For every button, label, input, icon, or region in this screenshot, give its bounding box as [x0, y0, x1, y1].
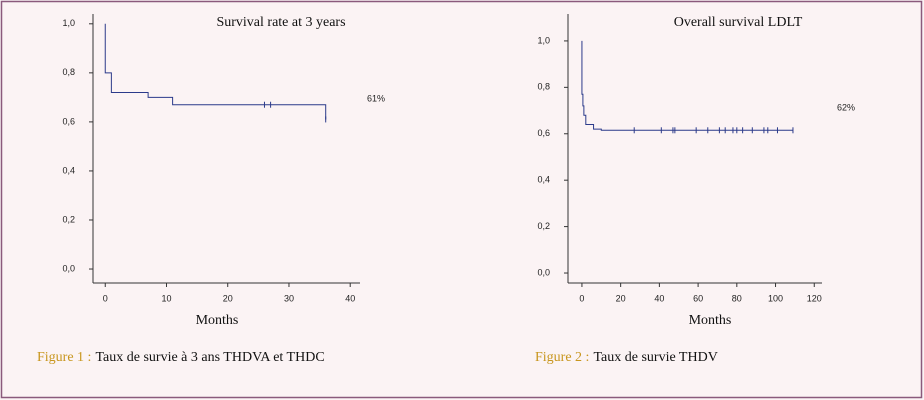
x-tick-label: 0: [103, 293, 108, 303]
x-tick-label: 100: [768, 293, 783, 303]
x-tick-label: 60: [693, 293, 703, 303]
survival-curve: [581, 40, 793, 131]
survival-curve: [104, 23, 327, 120]
y-tick-label: 0,4: [62, 165, 75, 175]
chart-title: Overall survival LDLT: [674, 15, 803, 30]
x-tick-label: 40: [345, 293, 355, 303]
x-tick-label: 120: [807, 293, 822, 303]
y-tick-label: 0,0: [537, 267, 550, 277]
x-axis-label: Months: [689, 313, 732, 328]
y-tick-label: 0,4: [537, 175, 550, 185]
y-tick-label: 0,6: [62, 116, 75, 126]
y-tick-label: 1,0: [62, 18, 75, 28]
y-tick-label: 0,2: [62, 214, 75, 224]
x-tick-label: 30: [284, 293, 294, 303]
x-tick-label: 20: [223, 293, 233, 303]
chart-title: Survival rate at 3 years: [216, 15, 345, 30]
caption-label: Figure 2 :: [535, 350, 589, 365]
y-tick-label: 0,8: [537, 82, 550, 92]
caption-label: Figure 1 :: [37, 350, 91, 365]
x-tick-label: 10: [161, 293, 171, 303]
caption: Taux de survie THDV: [593, 350, 717, 365]
x-tick-label: 20: [616, 293, 626, 303]
x-axis-label: Months: [196, 313, 239, 328]
x-tick-label: 40: [654, 293, 664, 303]
x-tick-label: 0: [579, 293, 584, 303]
y-tick-label: 0,0: [62, 263, 75, 273]
annotation: 61%: [367, 93, 385, 103]
y-tick-label: 1,0: [537, 35, 550, 45]
y-tick-label: 0,6: [537, 128, 550, 138]
y-tick-label: 0,8: [62, 67, 75, 77]
caption: Taux de survie à 3 ans THDVA et THDC: [95, 350, 324, 365]
y-tick-label: 0,2: [537, 221, 550, 231]
annotation: 62%: [837, 102, 855, 112]
x-tick-label: 80: [732, 293, 742, 303]
